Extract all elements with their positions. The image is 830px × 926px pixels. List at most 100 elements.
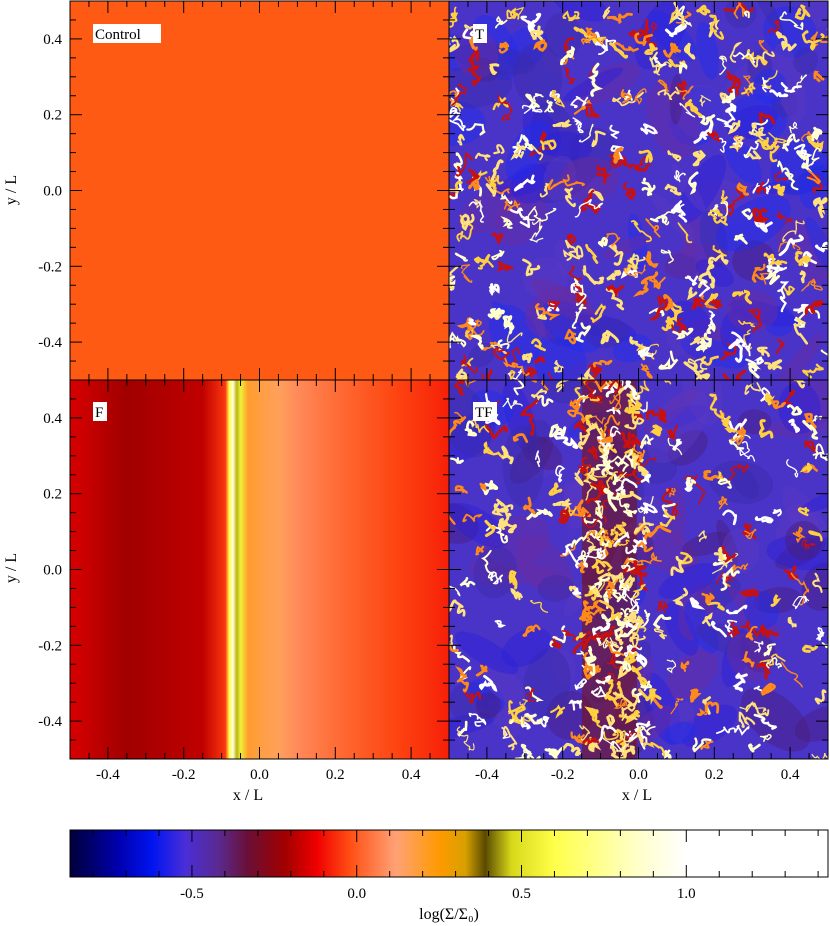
- density-strand: [734, 563, 749, 571]
- density-strand: [474, 152, 491, 162]
- density-patch: [505, 120, 549, 181]
- density-patch: [449, 34, 474, 71]
- density-patch: [678, 582, 715, 641]
- density-strand: [725, 188, 745, 217]
- x-tick-label: -0.2: [551, 767, 575, 783]
- density-strand: [671, 503, 679, 517]
- density-patch: [449, 502, 509, 548]
- density-patch: [801, 562, 828, 611]
- density-strand: [462, 513, 483, 523]
- panel-label-control: Control: [93, 24, 161, 43]
- density-strand: [643, 22, 658, 36]
- density-strand: [788, 418, 801, 434]
- density-strand: [550, 704, 566, 719]
- density-strand: [475, 545, 485, 556]
- density-strand: [739, 441, 756, 462]
- density-strand: [629, 403, 643, 414]
- density-strand: [650, 295, 668, 321]
- density-strand: [717, 471, 724, 480]
- density-strand: [821, 642, 828, 649]
- density-patch: [773, 42, 806, 123]
- density-patch: [799, 488, 828, 514]
- density-strand: [533, 92, 544, 102]
- density-strand: [801, 131, 812, 142]
- density-strand: [716, 724, 750, 736]
- density-strand: [529, 217, 544, 243]
- density-strand: [663, 294, 674, 312]
- density-patch: [575, 313, 637, 342]
- density-strand: [574, 292, 587, 306]
- panel-label-f-text: F: [95, 405, 103, 421]
- density-strand: [527, 206, 557, 222]
- density-strand: [577, 561, 588, 574]
- density-strand: [672, 587, 689, 607]
- density-patch: [721, 528, 759, 574]
- density-strand: [620, 89, 632, 104]
- density-strand: [574, 678, 587, 691]
- density-strand: [540, 131, 548, 143]
- density-strand: [584, 657, 596, 676]
- density-patch: [522, 257, 568, 300]
- density-strand: [677, 79, 687, 96]
- density-patch: [569, 127, 619, 178]
- y-tick-label: 0.2: [43, 108, 62, 124]
- density-strand: [819, 453, 828, 462]
- density-strand: [602, 531, 619, 548]
- density-strand: [701, 355, 719, 366]
- density-strand: [661, 487, 673, 504]
- y-tick-label: -0.2: [38, 259, 62, 275]
- density-strand: [591, 130, 606, 148]
- density-strand: [660, 249, 674, 264]
- density-strand: [772, 266, 788, 274]
- density-strand: [717, 477, 732, 489]
- density-strand: [637, 564, 648, 591]
- density-strand: [614, 457, 630, 472]
- density-patch: [731, 467, 760, 500]
- density-strand: [727, 621, 740, 638]
- density-strand: [621, 713, 638, 721]
- density-strand: [513, 174, 536, 192]
- density-strand: [499, 521, 518, 534]
- density-strand: [502, 315, 515, 335]
- density-strand: [786, 404, 803, 416]
- density-strand: [548, 300, 561, 312]
- panel-label-tf-text: TF: [475, 405, 493, 421]
- density-strand: [507, 346, 521, 366]
- density-patch: [732, 240, 776, 282]
- density-patch: [795, 1, 828, 29]
- density-strand: [583, 192, 601, 215]
- density-strand: [698, 530, 707, 542]
- density-strand: [449, 643, 459, 653]
- density-strand: [619, 730, 633, 753]
- density-strand: [577, 366, 595, 380]
- density-strand: [524, 712, 543, 725]
- density-strand: [794, 7, 807, 21]
- density-strand: [586, 664, 602, 678]
- density-patch: [449, 681, 498, 727]
- density-strand: [743, 75, 755, 97]
- density-strand: [605, 581, 613, 600]
- density-strand: [582, 551, 604, 561]
- density-strand: [683, 42, 696, 60]
- density-strand: [456, 317, 473, 332]
- density-strand: [802, 363, 824, 379]
- density-patch: [721, 628, 750, 687]
- density-strand: [582, 737, 600, 746]
- colorbar-tick-label: -0.5: [180, 886, 204, 902]
- density-strand: [466, 122, 486, 136]
- density-strand: [506, 332, 523, 344]
- density-strand: [548, 423, 565, 438]
- density-strand: [449, 109, 466, 132]
- density-strand: [774, 169, 788, 182]
- density-strand: [521, 352, 533, 364]
- density-strand: [689, 688, 702, 703]
- density-strand: [657, 600, 668, 613]
- density-strand: [459, 577, 476, 588]
- density-strand: [760, 682, 776, 696]
- density-strand: [727, 73, 741, 93]
- density-strand: [649, 51, 664, 74]
- density-strand: [488, 174, 504, 190]
- density-strand: [762, 77, 769, 93]
- density-strand: [749, 51, 775, 68]
- density-strand: [535, 307, 548, 320]
